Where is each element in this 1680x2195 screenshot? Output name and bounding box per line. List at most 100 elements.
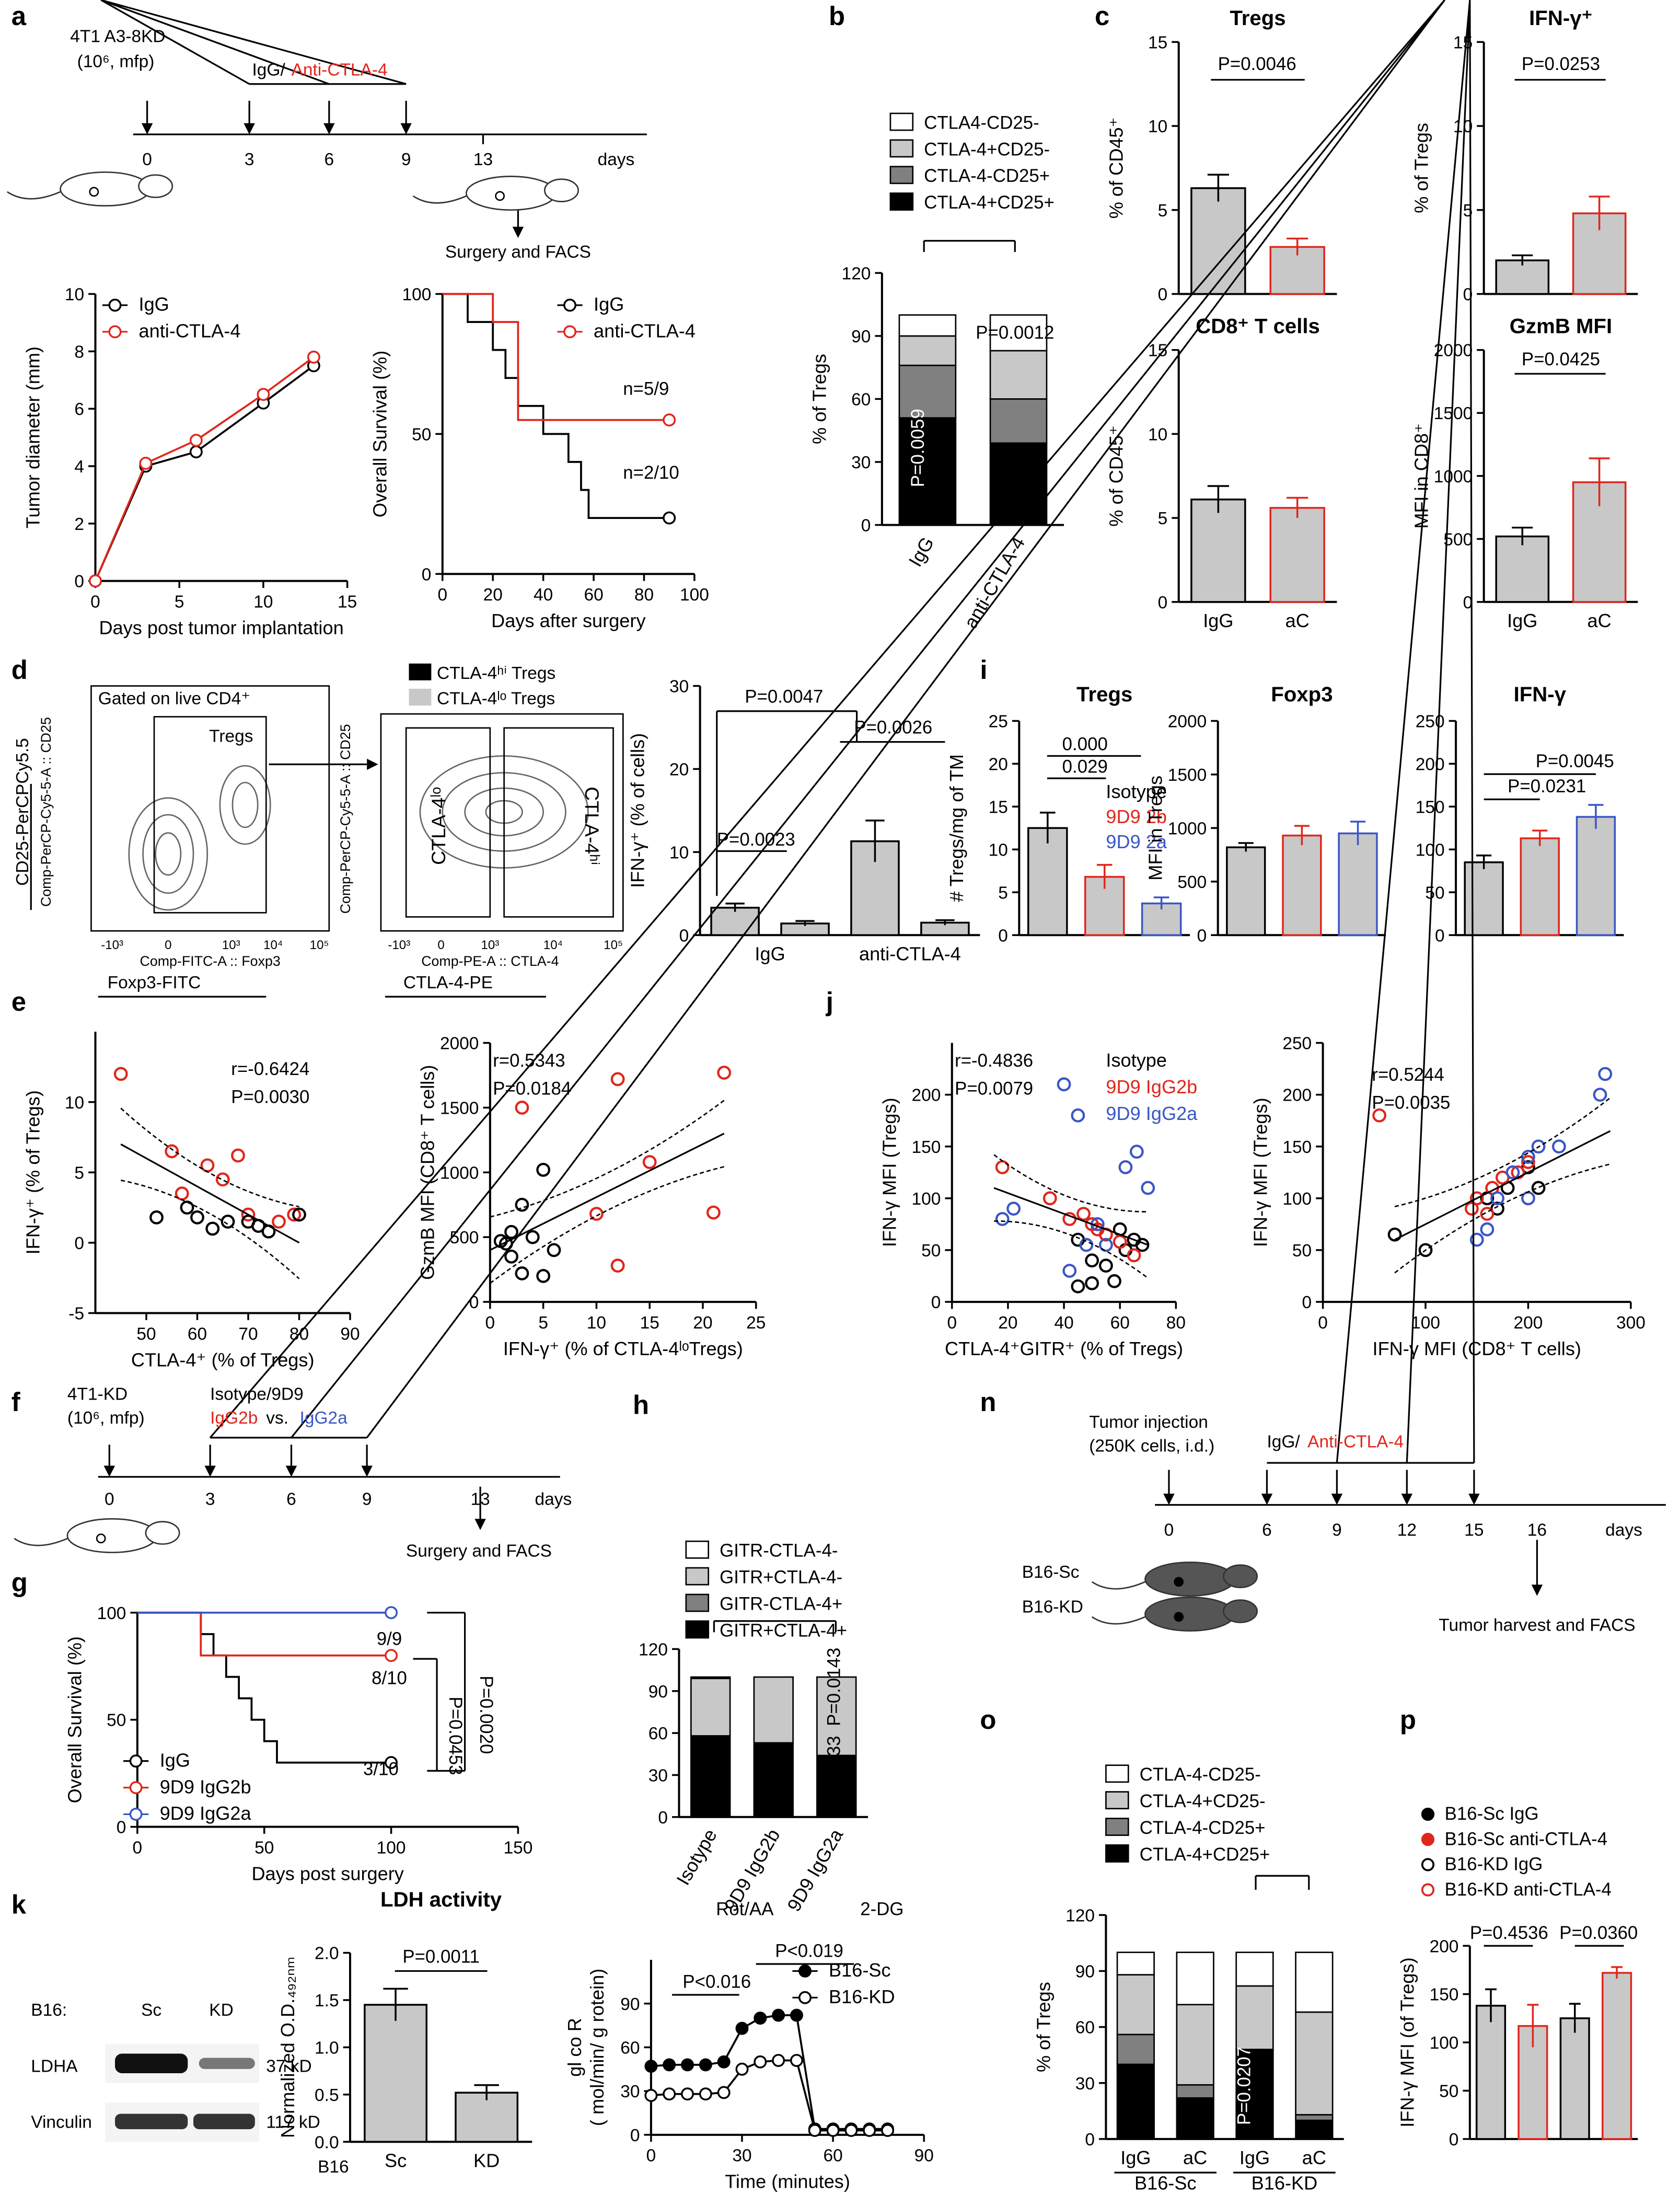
point — [536, 1269, 551, 1283]
timeline_a: (10⁶, mfp) — [77, 52, 155, 72]
blot_k: 37 kD — [266, 2057, 311, 2076]
bar-segment — [816, 1754, 857, 1818]
point — [1521, 1150, 1535, 1164]
legend-label: 9D9 IgG2b — [1106, 1076, 1197, 1098]
x-tick-label: IgG — [1507, 610, 1537, 631]
arrow-head — [400, 123, 412, 135]
x-axis-label: Days after surgery — [491, 610, 645, 631]
y-tick-label: 100 — [1282, 1189, 1312, 1209]
legend-label: B16-KD anti-CTLA-4 — [1445, 1879, 1612, 1900]
y-axis-label: MFI in Tregs — [1145, 776, 1166, 881]
error-bar — [865, 819, 885, 862]
timeline_a: Surgery and FACS — [445, 242, 591, 262]
point — [515, 1197, 529, 1212]
point — [1076, 1207, 1091, 1221]
error-bar — [1287, 237, 1308, 256]
annotation: P=0.0133 — [824, 1736, 844, 1814]
timeline_n: 6 — [1262, 1520, 1272, 1540]
legend-marker — [129, 1754, 143, 1768]
point — [1090, 1222, 1105, 1237]
flow-tick: 10⁴ — [543, 938, 563, 952]
bar-segment — [898, 417, 957, 526]
chart-title: IFN-γ — [1514, 683, 1567, 706]
point — [1598, 1067, 1613, 1081]
annotation: P=0.4536 — [1470, 1923, 1548, 1943]
y-axis-label: % of CD45⁺ — [1106, 117, 1127, 218]
x-tick-label: 40 — [534, 585, 553, 605]
point — [1521, 1191, 1535, 1206]
point — [149, 1210, 164, 1224]
y-tick-label: 1000 — [440, 1163, 479, 1183]
tumor — [1174, 1577, 1184, 1587]
y-tick-label: 150 — [1416, 798, 1445, 817]
gate — [405, 727, 491, 918]
marker — [89, 574, 102, 588]
x-tick-label: 50 — [136, 1324, 156, 1344]
panel-letter: c — [1095, 1, 1109, 31]
timeline_f: days — [535, 1489, 572, 1509]
y-tick-label: 2 — [74, 515, 84, 534]
y-tick-label: 2000 — [440, 1034, 479, 1054]
y-tick-label: 90 — [1075, 1962, 1095, 1981]
y-tick-label: 150 — [1430, 1985, 1459, 2005]
bar-segment — [1235, 1951, 1274, 1987]
mouse-tail — [7, 191, 61, 200]
y-axis-label: gl co R — [564, 2018, 585, 2077]
annotation: 9/9 — [377, 1628, 402, 1649]
annotation: P<0.016 — [682, 1972, 751, 1992]
marker — [663, 2058, 676, 2072]
timeline_f: Surgery and FACS — [406, 1542, 552, 1561]
point — [1099, 1238, 1113, 1252]
legend-label: IgG — [139, 294, 169, 315]
y-tick-label: 8 — [74, 342, 84, 362]
error-bar — [1207, 174, 1229, 202]
x-tick-label: 60 — [584, 585, 603, 605]
y-tick-label: 90 — [620, 1995, 640, 2014]
legend-marker — [1421, 1807, 1435, 1821]
point — [1505, 1165, 1520, 1180]
marker — [826, 2123, 840, 2137]
y-tick-label: 0 — [1197, 926, 1207, 945]
bar-segment — [690, 1676, 731, 1679]
x-tick-label: Sc — [385, 2150, 407, 2171]
blot_k: B16: — [31, 2001, 67, 2020]
point — [706, 1205, 721, 1220]
bar-segment — [898, 314, 957, 337]
point — [1531, 1181, 1546, 1195]
y-tick-label: 0 — [1449, 2130, 1459, 2150]
arrow-head — [1401, 1494, 1413, 1505]
point — [165, 1144, 179, 1159]
y-tick-label: 90 — [851, 327, 871, 346]
legend-swatch — [685, 1567, 710, 1586]
y-tick-label: 100 — [1430, 2034, 1459, 2053]
legend-label: CTLA-4-CD25+ — [924, 166, 1050, 186]
x-tick-label: 30 — [732, 2146, 751, 2166]
y-tick-label: 50 — [107, 1711, 126, 1730]
y-tick-label: 150 — [1282, 1138, 1312, 1157]
timeline_n: 9 — [1332, 1520, 1342, 1540]
contour — [219, 765, 271, 845]
bar-segment — [1295, 1951, 1334, 2013]
legend-label: anti-CTLA-4 — [594, 320, 696, 342]
legend-label: GITR+CTLA-4- — [720, 1567, 842, 1587]
legend-marker — [108, 298, 122, 312]
legend-label: GITR-CTLA-4- — [720, 1541, 838, 1561]
annotation: P=0.0253 — [1522, 54, 1600, 74]
error-bar — [1589, 195, 1610, 230]
group-label: anti-CTLA-4 — [859, 943, 961, 965]
tumor — [495, 191, 505, 201]
x-tick-label: 90 — [340, 1324, 360, 1344]
marker — [790, 2054, 803, 2067]
y-tick-label: 2000 — [1168, 712, 1207, 732]
marker — [717, 2086, 731, 2099]
marker — [699, 2087, 712, 2101]
x-axis-label: Days post surgery — [251, 1863, 403, 1884]
error-bar — [474, 2084, 499, 2100]
mouse-tail — [1091, 1581, 1145, 1590]
annotation: P=0.0231 — [1508, 776, 1586, 796]
flow_d: Tregs — [209, 727, 253, 746]
arrow-head — [1468, 1494, 1480, 1505]
timeline_a: 4T1 A3-8KD — [70, 27, 165, 46]
flow-tick: 10³ — [481, 938, 499, 952]
